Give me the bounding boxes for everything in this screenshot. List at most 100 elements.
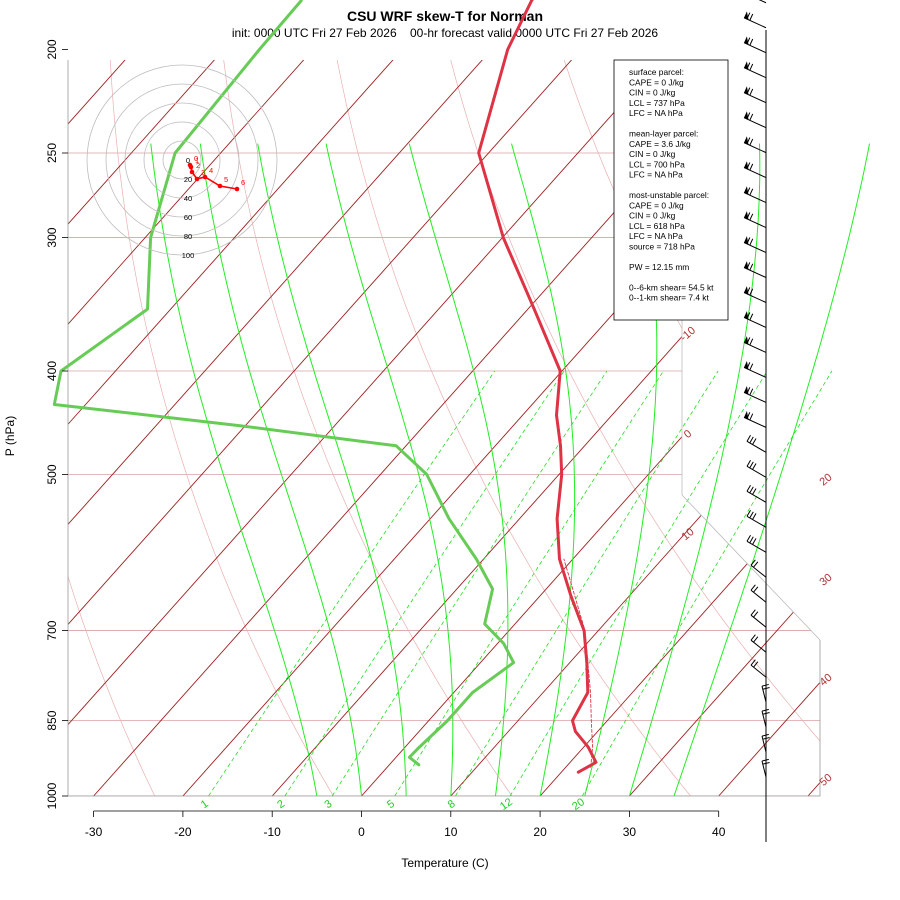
wind-barb	[750, 634, 767, 653]
wind-barb-flag	[746, 485, 751, 492]
wind-barb-flag	[762, 712, 770, 715]
wind-barb	[743, 336, 767, 353]
hodograph-point-label: 0	[194, 154, 198, 163]
wind-barb-flag	[746, 112, 751, 120]
wind-barb-flag	[746, 509, 751, 517]
wind-barb-shaft	[743, 142, 767, 154]
wind-barb-flag	[761, 708, 769, 712]
wind-barb-flag	[746, 287, 751, 295]
mixing-ratio-line-12	[509, 370, 768, 797]
wind-barb-flag	[753, 561, 759, 568]
isotherm--80	[68, 60, 601, 796]
wind-barb	[743, 61, 767, 79]
info-box-line: CIN = 0 J/kg	[629, 211, 676, 221]
dewpoint-line	[52, 0, 516, 767]
isotherm--100	[68, 60, 422, 796]
wind-barb-flag	[746, 387, 751, 394]
info-box-line: LFC = NA hPa	[629, 170, 683, 180]
info-box-line: CIN = 0 J/kg	[629, 88, 676, 98]
mixing-ratio-line-8	[455, 370, 719, 797]
hodograph-ring-label: 20	[184, 175, 192, 184]
hodograph-point	[202, 174, 208, 180]
wind-barb-shaft	[746, 515, 767, 528]
wind-barb-flag	[749, 38, 754, 46]
isotherm-10	[450, 60, 820, 796]
hodograph-point-label: 3	[201, 168, 205, 177]
wind-barb-flag	[749, 13, 754, 21]
wind-barb-flag	[746, 435, 751, 442]
wind-barb-flag	[746, 412, 751, 419]
wind-barb-flag	[762, 687, 770, 690]
wind-barb	[746, 509, 767, 528]
mixing-ratio-labels: 1 2 3 5 8 12 20	[199, 796, 587, 813]
wind-barb-shaft	[758, 0, 767, 4]
wind-barb	[743, 161, 767, 179]
hodograph-point-label: 6	[241, 178, 245, 187]
wind-barb-flag	[749, 388, 754, 396]
dry-adiabat-410	[763, 60, 820, 796]
hodograph-ring	[143, 121, 221, 199]
info-box-line: LCL = 737 hPa	[629, 98, 685, 108]
wind-barb-flag	[753, 586, 759, 593]
wind-barb	[750, 559, 767, 578]
wind-barb-flag	[749, 188, 754, 196]
wind-barb	[743, 11, 767, 29]
x-tick-label: 0	[358, 825, 365, 839]
info-box-line: source = 718 hPa	[629, 241, 695, 251]
x-axis-label: Temperature (C)	[401, 856, 488, 870]
moist-adiabat-20	[511, 143, 576, 797]
wind-barb	[746, 534, 767, 553]
mixing-ratio-label: 2	[275, 798, 287, 811]
wind-barb	[743, 86, 767, 104]
wind-barb-flag	[746, 87, 751, 95]
dry-adiabat-290	[210, 60, 529, 796]
x-tick-label: 10	[444, 825, 458, 839]
wind-barb	[743, 311, 767, 328]
wind-barb-flag	[749, 163, 754, 171]
wind-barb-flag	[746, 312, 751, 319]
x-tick-label: 30	[623, 825, 637, 839]
wind-barb-shaft	[750, 614, 767, 628]
hodograph-point-label: 2	[196, 161, 200, 170]
wind-barb-flag	[749, 461, 754, 469]
info-box-line: surface parcel:	[629, 67, 684, 77]
y-tick-label: 500	[45, 464, 59, 484]
wind-barb-flag	[746, 162, 751, 170]
hodograph-ring	[105, 83, 259, 237]
isotherm-30	[629, 60, 820, 796]
hodograph-ring	[162, 140, 202, 180]
hodograph-ring	[86, 64, 278, 256]
wind-barb-flag	[746, 337, 751, 344]
isotherm-label: 20	[818, 471, 835, 488]
dry-adiabat-330	[398, 60, 820, 796]
moist-adiabat-30	[628, 143, 761, 797]
wind-barb-flag	[750, 559, 756, 566]
wind-barb	[743, 111, 767, 129]
hodograph-point	[217, 183, 223, 189]
wind-barb-flag	[746, 534, 751, 542]
wind-barb-flag	[752, 488, 757, 495]
moist-adiabat-5	[257, 143, 407, 796]
plot-frame	[67, 60, 821, 797]
wind-barb-flag	[753, 611, 759, 618]
mixing-ratio-label: 8	[446, 798, 458, 811]
moist-adiabat-15	[408, 143, 509, 797]
wind-barb	[743, 386, 767, 403]
wind-barb	[750, 609, 767, 628]
isotherm-label: 30	[818, 571, 835, 588]
isotherm--60	[68, 60, 779, 796]
wind-barb-flag	[749, 238, 754, 246]
hodograph-point-label: 1	[195, 156, 199, 165]
isotherm--20	[182, 60, 820, 796]
moist-adiabat--5	[150, 143, 318, 797]
x-tick-label: 40	[712, 825, 726, 839]
hodograph-point-label: 4	[209, 166, 213, 175]
wind-barb	[758, 0, 767, 4]
isotherm--90	[68, 60, 511, 796]
info-box-line: CIN = 0 J/kg	[629, 149, 676, 159]
moist-adiabat-10	[325, 143, 454, 797]
dry-adiabat-310	[307, 60, 710, 796]
wind-barb-flag	[746, 212, 751, 220]
x-tick-label: -30	[85, 825, 103, 839]
